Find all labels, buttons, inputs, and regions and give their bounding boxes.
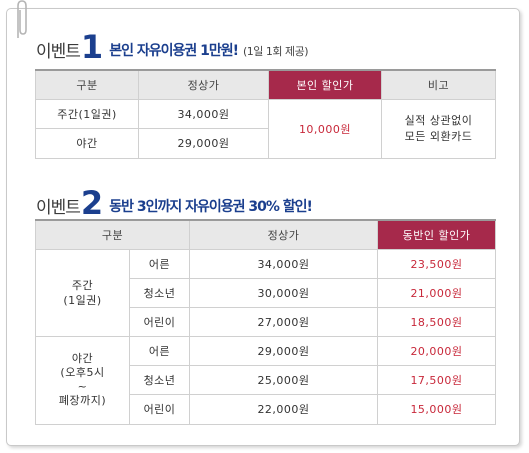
- event2-table: 구분 정상가 동반인 할인가 주간 (1일권) 어른 34,000원 23,50…: [35, 219, 496, 425]
- price-cell: 22,000원: [189, 393, 378, 425]
- price-cell: 25,000원: [189, 364, 378, 395]
- event1-header-remark: 비고: [381, 69, 496, 100]
- discount-cell: 20,000원: [377, 335, 496, 366]
- table-row: 청소년 30,000원 21,000원: [36, 277, 496, 308]
- discount-cell: 15,000원: [377, 393, 496, 425]
- event2-group-daytime: 주간 (1일권): [35, 248, 130, 337]
- event1-price-cell: 34,000원: [138, 98, 269, 129]
- event2-title: 동반 3인까지 자유이용권 30% 할인!: [109, 199, 313, 215]
- age-cell: 어린이: [129, 306, 190, 337]
- event1-type-cell: 주간(1일권): [35, 98, 139, 129]
- table-row: 청소년 25,000원 17,500원: [36, 364, 496, 395]
- event2-header-discount: 동반인 할인가: [377, 219, 496, 250]
- group-label-line: ~: [77, 380, 88, 393]
- event1-number: 1: [80, 28, 104, 66]
- event1-heading: 이벤트 1 본인 자유이용권 1만원! (1일 1회 제공): [36, 28, 309, 66]
- group-label-line: 주간: [71, 278, 94, 292]
- event1-title: 본인 자유이용권 1만원!: [109, 43, 239, 59]
- event1-note: (1일 1회 제공): [242, 45, 309, 58]
- event1-label: 이벤트: [36, 42, 81, 62]
- age-cell: 어린이: [129, 393, 190, 425]
- price-cell: 27,000원: [189, 306, 378, 337]
- table-row: 야간 (오후5시 ~ 폐장까지) 어른 29,000원 20,000원: [35, 335, 496, 425]
- price-cell: 30,000원: [189, 277, 378, 308]
- event1-discount-cell: 10,000원: [268, 98, 382, 159]
- event2-label: 이벤트: [36, 198, 81, 218]
- event2-number: 2: [80, 184, 104, 222]
- discount-cell: 18,500원: [377, 306, 496, 337]
- event1-table: 구분 정상가 본인 할인가 비고 주간(1일권) 34,000원 10,000원…: [35, 69, 496, 159]
- age-cell: 어른: [129, 335, 190, 366]
- group-label-line: (1일권): [63, 293, 102, 307]
- event1-remark-cell: 실적 상관없이 모든 외환카드: [381, 98, 496, 159]
- event2-header-row: 구분 정상가 동반인 할인가: [35, 219, 496, 250]
- event2-header-type: 구분: [35, 219, 190, 250]
- age-cell: 청소년: [129, 277, 190, 308]
- event2-group-night: 야간 (오후5시 ~ 폐장까지): [35, 335, 130, 425]
- age-cell: 청소년: [129, 364, 190, 395]
- discount-cell: 21,000원: [377, 277, 496, 308]
- event1-remark-line1: 실적 상관없이: [404, 113, 473, 127]
- event1-header-row: 구분 정상가 본인 할인가 비고: [35, 69, 496, 100]
- event1-header-discount: 본인 할인가: [268, 69, 382, 100]
- age-cell: 어른: [129, 248, 190, 279]
- event1-price-cell: 29,000원: [138, 127, 269, 159]
- price-cell: 29,000원: [189, 335, 378, 366]
- group-label-line: 야간: [71, 352, 94, 365]
- event1-remark-line2: 모든 외환카드: [404, 129, 473, 143]
- event1-header-price: 정상가: [138, 69, 269, 100]
- event1-type-cell: 야간: [35, 127, 139, 159]
- discount-cell: 23,500원: [377, 248, 496, 279]
- event2-heading: 이벤트 2 동반 3인까지 자유이용권 30% 할인!: [36, 184, 313, 222]
- group-label-line: 폐장까지): [58, 394, 107, 407]
- table-row: 야간 29,000원: [35, 127, 496, 159]
- discount-cell: 17,500원: [377, 364, 496, 395]
- paper-clip-icon: [17, 0, 27, 38]
- table-row: 어린이 22,000원 15,000원: [36, 393, 496, 425]
- table-row: 주간 (1일권) 어른 34,000원 23,500원: [35, 248, 496, 337]
- price-cell: 34,000원: [189, 248, 378, 279]
- event2-header-price: 정상가: [189, 219, 378, 250]
- table-row: 주간(1일권) 34,000원 10,000원 실적 상관없이 모든 외환카드: [35, 98, 496, 159]
- event1-header-type: 구분: [35, 69, 139, 100]
- group-label-line: (오후5시: [60, 366, 105, 379]
